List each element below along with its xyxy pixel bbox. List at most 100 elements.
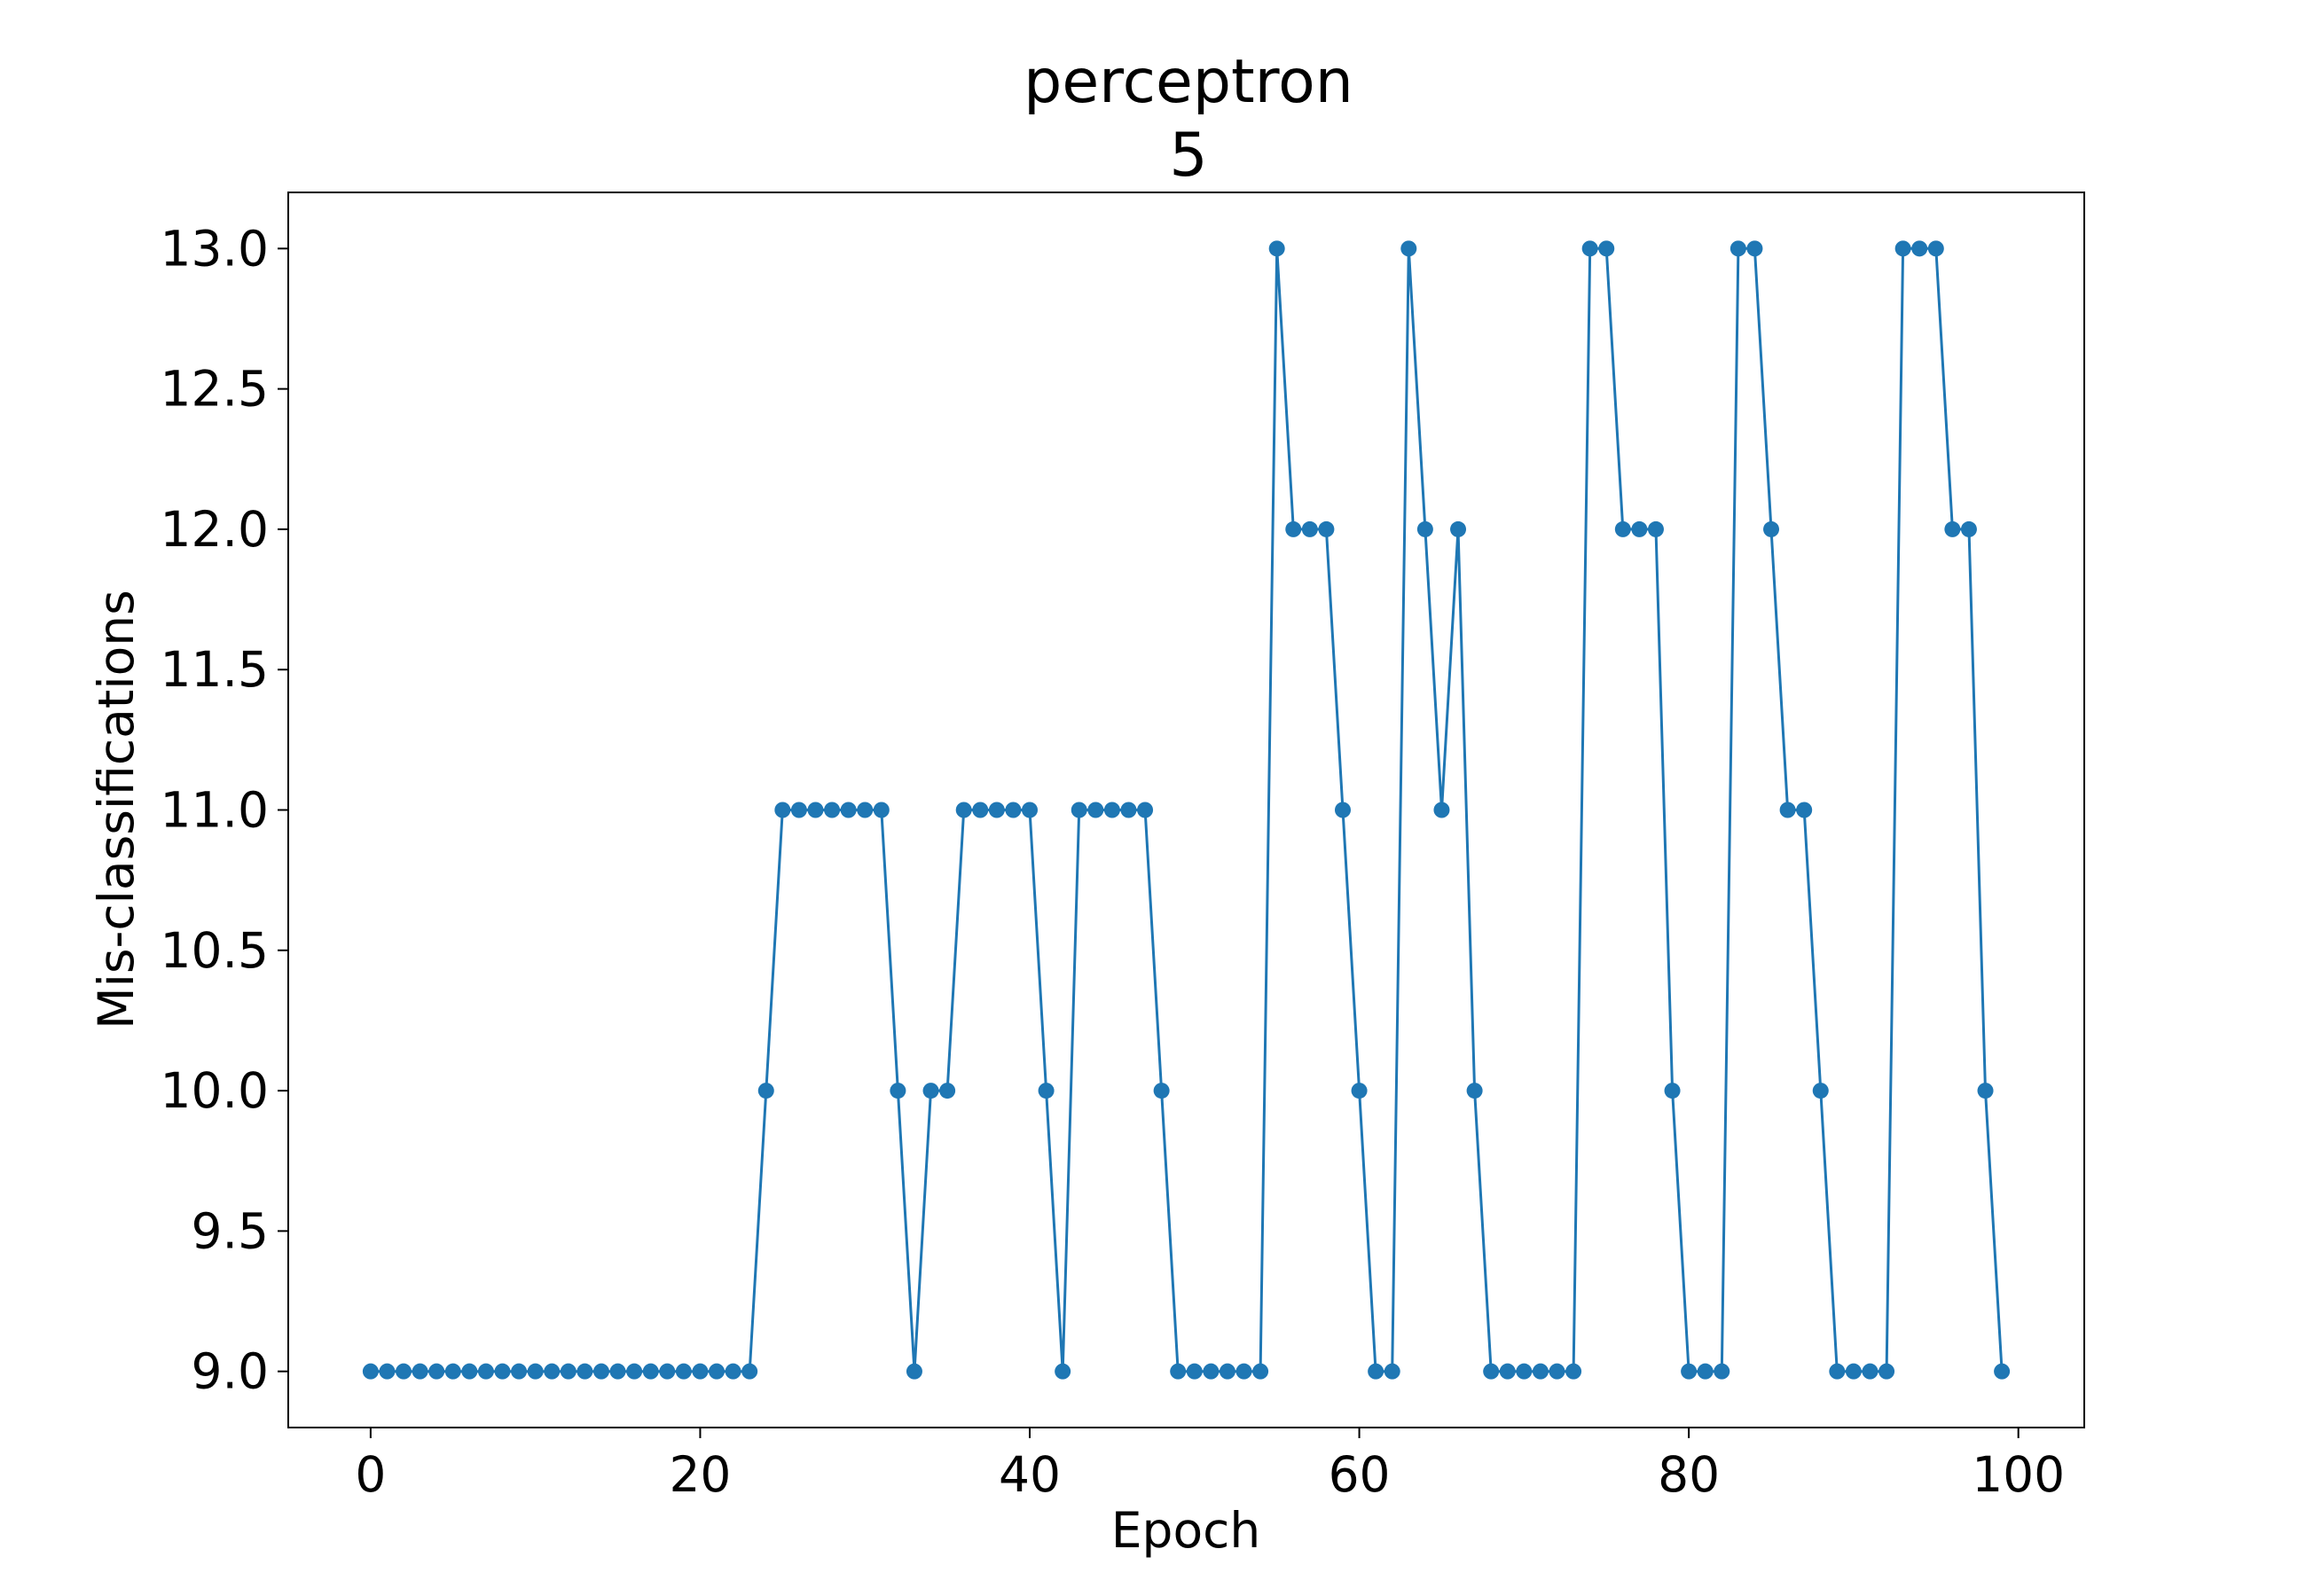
data-point-98 xyxy=(1977,1083,1994,1099)
x-axis-label: Epoch xyxy=(1111,1502,1260,1559)
data-point-64 xyxy=(1416,520,1433,537)
data-point-42 xyxy=(1055,1363,1071,1380)
data-point-44 xyxy=(1087,802,1104,818)
data-point-49 xyxy=(1170,1363,1187,1380)
data-point-31 xyxy=(873,802,890,818)
data-point-37 xyxy=(972,802,989,818)
series-layer xyxy=(362,240,2011,1380)
data-point-76 xyxy=(1614,520,1631,537)
data-point-33 xyxy=(906,1363,922,1380)
data-point-58 xyxy=(1318,520,1335,537)
data-point-79 xyxy=(1664,1083,1681,1099)
data-point-77 xyxy=(1631,520,1648,537)
data-point-59 xyxy=(1334,802,1351,818)
data-point-65 xyxy=(1433,802,1450,818)
data-point-8 xyxy=(494,1363,511,1380)
data-point-80 xyxy=(1681,1363,1698,1380)
data-point-30 xyxy=(857,802,874,818)
x-tick-label-5: 100 xyxy=(1972,1446,2065,1503)
y-tick-label-6: 12.0 xyxy=(161,501,269,558)
data-point-72 xyxy=(1549,1363,1565,1380)
y-tick-label-1: 9.5 xyxy=(192,1202,269,1259)
data-point-16 xyxy=(626,1363,643,1380)
data-point-20 xyxy=(692,1363,709,1380)
data-point-19 xyxy=(675,1363,692,1380)
x-tick-label-2: 40 xyxy=(999,1446,1061,1503)
data-point-26 xyxy=(790,802,807,818)
data-point-11 xyxy=(544,1363,561,1380)
data-point-0 xyxy=(362,1363,379,1380)
data-point-88 xyxy=(1812,1083,1829,1099)
x-tick-label-0: 0 xyxy=(355,1446,386,1503)
data-point-84 xyxy=(1746,240,1763,257)
data-point-14 xyxy=(592,1363,609,1380)
data-point-69 xyxy=(1499,1363,1516,1380)
data-point-61 xyxy=(1368,1363,1384,1380)
data-point-53 xyxy=(1235,1363,1252,1380)
data-point-6 xyxy=(461,1363,478,1380)
data-point-71 xyxy=(1532,1363,1549,1380)
data-point-5 xyxy=(444,1363,461,1380)
data-point-55 xyxy=(1268,240,1285,257)
y-tick-label-8: 13.0 xyxy=(161,220,269,277)
data-point-25 xyxy=(774,802,791,818)
data-point-39 xyxy=(1005,802,1022,818)
data-point-92 xyxy=(1879,1363,1895,1380)
data-point-29 xyxy=(840,802,857,818)
chart-title: perceptron xyxy=(1024,47,1353,117)
data-point-18 xyxy=(659,1363,676,1380)
data-point-83 xyxy=(1730,240,1746,257)
x-tick-label-3: 60 xyxy=(1329,1446,1391,1503)
data-point-68 xyxy=(1483,1363,1500,1380)
x-tick-label-4: 80 xyxy=(1658,1446,1720,1503)
data-point-73 xyxy=(1565,1363,1582,1380)
data-point-15 xyxy=(609,1363,626,1380)
data-point-63 xyxy=(1400,240,1417,257)
y-tick-label-5: 11.5 xyxy=(161,641,269,698)
data-point-21 xyxy=(709,1363,726,1380)
data-point-56 xyxy=(1285,520,1302,537)
data-point-89 xyxy=(1829,1363,1846,1380)
y-tick-label-7: 12.5 xyxy=(161,361,269,418)
data-point-66 xyxy=(1450,520,1467,537)
data-point-90 xyxy=(1845,1363,1862,1380)
data-point-67 xyxy=(1466,1083,1483,1099)
data-point-3 xyxy=(412,1363,428,1380)
y-tick-label-4: 11.0 xyxy=(161,782,269,839)
data-point-96 xyxy=(1944,520,1961,537)
y-tick-label-0: 9.0 xyxy=(192,1343,269,1400)
data-point-13 xyxy=(576,1363,593,1380)
data-point-1 xyxy=(379,1363,396,1380)
data-point-9 xyxy=(511,1363,528,1380)
data-point-7 xyxy=(477,1363,494,1380)
data-point-82 xyxy=(1714,1363,1730,1380)
data-point-12 xyxy=(560,1363,576,1380)
data-point-36 xyxy=(955,802,972,818)
data-point-17 xyxy=(642,1363,659,1380)
data-point-47 xyxy=(1137,802,1154,818)
data-point-22 xyxy=(725,1363,741,1380)
plot-frame xyxy=(287,192,2085,1428)
data-point-75 xyxy=(1598,240,1615,257)
data-point-27 xyxy=(807,802,824,818)
data-point-43 xyxy=(1071,802,1087,818)
data-point-97 xyxy=(1960,520,1977,537)
data-point-57 xyxy=(1301,520,1318,537)
data-point-54 xyxy=(1252,1363,1269,1380)
data-point-93 xyxy=(1894,240,1911,257)
data-point-78 xyxy=(1647,520,1664,537)
data-point-91 xyxy=(1862,1363,1879,1380)
data-point-60 xyxy=(1351,1083,1368,1099)
data-point-87 xyxy=(1796,802,1813,818)
y-tick-label-3: 10.5 xyxy=(161,922,269,979)
data-point-50 xyxy=(1186,1363,1203,1380)
data-point-41 xyxy=(1038,1083,1055,1099)
data-point-2 xyxy=(396,1363,412,1380)
data-point-74 xyxy=(1581,240,1598,257)
data-point-46 xyxy=(1120,802,1137,818)
data-point-51 xyxy=(1203,1363,1220,1380)
data-point-40 xyxy=(1022,802,1039,818)
data-point-52 xyxy=(1219,1363,1235,1380)
data-point-23 xyxy=(741,1363,758,1380)
